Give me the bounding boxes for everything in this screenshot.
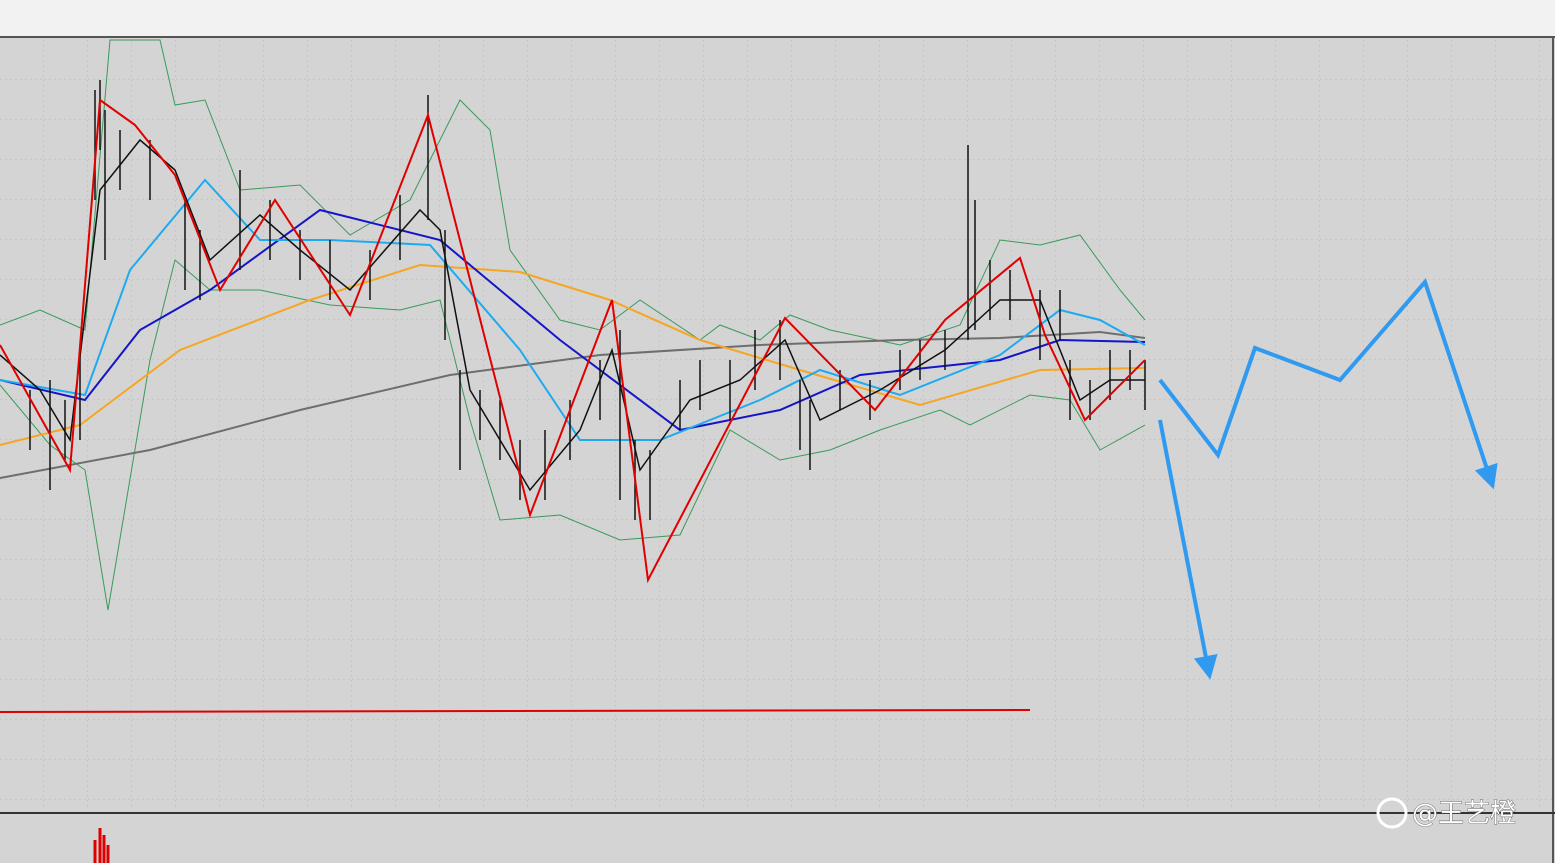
ma-black (0, 138, 1145, 492)
zigzag (0, 98, 1146, 584)
watermark-text: @王艺橙 (1412, 799, 1516, 829)
ma-gray (0, 330, 1146, 479)
projection-arrows (1158, 278, 1498, 680)
projection-path (1158, 278, 1498, 490)
watermark-icon (1376, 797, 1408, 829)
grid (0, 40, 1555, 810)
projection-drop (1158, 419, 1218, 680)
ma-blue (0, 208, 1146, 432)
volume-bars (93, 828, 110, 863)
toolbar (0, 0, 1555, 36)
indicator-line (0, 709, 1031, 713)
ma-orange (0, 263, 1146, 446)
candles (29, 80, 1146, 520)
ma-cyan (0, 178, 1146, 441)
